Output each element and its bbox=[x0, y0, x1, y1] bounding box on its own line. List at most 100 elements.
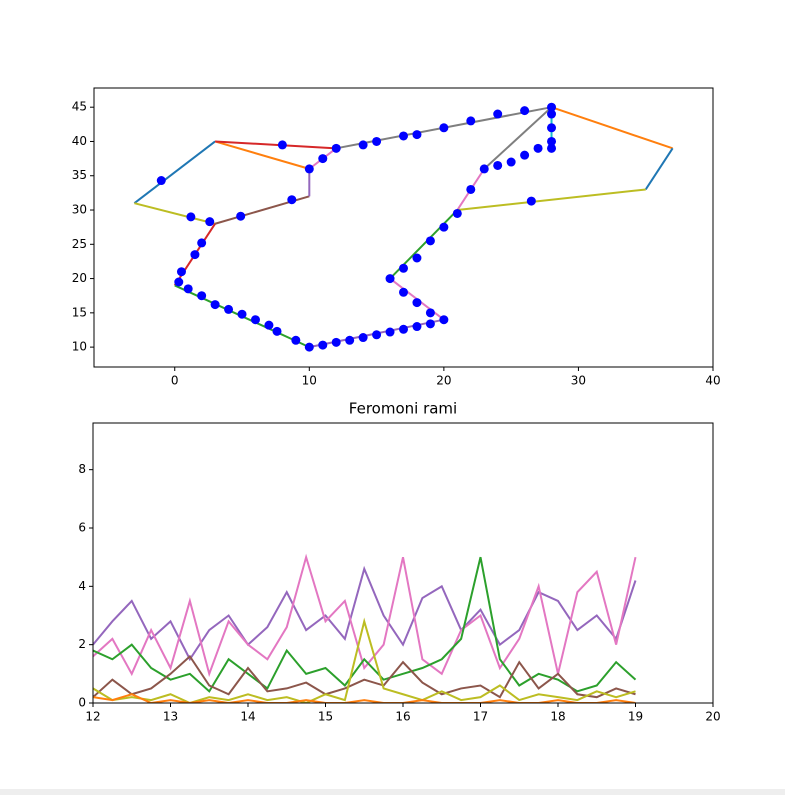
x-tick-label: 30 bbox=[571, 374, 586, 388]
plot-area bbox=[133, 102, 674, 352]
scatter-point bbox=[399, 131, 408, 141]
scatter-point bbox=[547, 136, 557, 146]
series-line bbox=[214, 140, 310, 170]
scatter-point bbox=[439, 315, 449, 325]
scatter-point bbox=[156, 176, 166, 186]
scatter-point bbox=[479, 164, 489, 174]
scatter-point bbox=[372, 136, 382, 146]
scatter-point bbox=[331, 337, 341, 347]
scatter-point bbox=[493, 160, 503, 170]
scatter-point bbox=[174, 277, 184, 287]
scatter-point bbox=[197, 238, 207, 248]
scatter-point bbox=[318, 154, 328, 164]
y-tick-label: 40 bbox=[72, 134, 87, 148]
series-line bbox=[93, 654, 636, 699]
axes: 0 10 20 30 40 10 15 20 25 30 35 40 45 bbox=[72, 87, 721, 388]
scatter-point bbox=[466, 116, 476, 126]
x-tick-label: 10 bbox=[302, 374, 317, 388]
scatter-point bbox=[412, 130, 422, 140]
scatter-point bbox=[197, 291, 207, 301]
axes-frame bbox=[92, 422, 714, 704]
scatter-point bbox=[412, 322, 422, 332]
y-tick-label: 2 bbox=[78, 637, 86, 651]
scatter-point bbox=[237, 309, 247, 319]
scatter-point bbox=[526, 196, 536, 206]
scatter-point bbox=[466, 184, 476, 194]
y-tick-label: 35 bbox=[72, 168, 87, 182]
y-tick-label: 25 bbox=[72, 237, 87, 251]
scatter-point bbox=[425, 236, 435, 246]
scatter-point bbox=[304, 164, 314, 174]
scatter-point bbox=[272, 326, 282, 336]
series-line bbox=[483, 106, 553, 170]
x-tick-label: 40 bbox=[705, 374, 720, 388]
scatter-point bbox=[399, 263, 408, 273]
scatter-point bbox=[547, 143, 557, 153]
y-tick-label: 15 bbox=[72, 305, 87, 319]
axes-frame bbox=[93, 87, 714, 368]
series-line bbox=[93, 617, 636, 703]
scatter-point bbox=[439, 222, 449, 232]
axes: Feromoni rami 12 13 14 15 16 17 18 19 20 0 2 4 6 8 bbox=[78, 400, 720, 724]
scatter-point bbox=[277, 140, 287, 150]
scatter-point bbox=[304, 342, 314, 352]
y-tick-label: 10 bbox=[72, 340, 87, 354]
scatter-point bbox=[520, 106, 530, 116]
scatter-point bbox=[205, 217, 215, 227]
series-line bbox=[93, 556, 637, 693]
scatter-point bbox=[287, 195, 297, 205]
y-tick-label: 8 bbox=[78, 462, 86, 476]
y-tick-label: 0 bbox=[78, 696, 86, 710]
scatter-point bbox=[547, 123, 557, 133]
x-tick-label: 17 bbox=[473, 710, 488, 724]
y-tick-label: 45 bbox=[72, 100, 87, 114]
x-tick-label: 12 bbox=[85, 710, 100, 724]
series-line bbox=[133, 140, 216, 204]
scatter-point bbox=[186, 212, 196, 222]
scatter-point bbox=[176, 267, 186, 277]
plot-area bbox=[93, 553, 637, 703]
scatter-point bbox=[345, 335, 355, 345]
scatter-point bbox=[425, 319, 435, 329]
scatter-point bbox=[533, 143, 543, 153]
scatter-point bbox=[439, 123, 449, 133]
x-tick-label: 20 bbox=[436, 374, 451, 388]
scatter-point bbox=[224, 304, 234, 314]
scatter-point bbox=[506, 157, 516, 167]
scatter-point bbox=[358, 140, 368, 150]
scatter-point bbox=[547, 102, 557, 112]
series-line bbox=[93, 565, 637, 662]
scatter-point bbox=[412, 298, 422, 308]
bottom-strip bbox=[0, 789, 785, 795]
scatter-point bbox=[493, 109, 503, 119]
x-tick-label: 19 bbox=[628, 710, 643, 724]
y-tick-label: 30 bbox=[72, 203, 87, 217]
scatter-point bbox=[236, 211, 246, 221]
scatter-point bbox=[291, 335, 301, 345]
y-tick-label: 6 bbox=[78, 521, 86, 535]
scatter-point bbox=[372, 330, 382, 340]
scatter-point bbox=[547, 109, 557, 119]
scatter-point bbox=[331, 143, 341, 153]
series-line bbox=[93, 553, 637, 678]
chart-title: Feromoni rami bbox=[349, 400, 457, 418]
scatter-point bbox=[520, 150, 530, 160]
x-tick-label: 18 bbox=[550, 710, 565, 724]
series-line bbox=[457, 188, 646, 212]
x-tick-label: 14 bbox=[240, 710, 255, 724]
x-tick-label: 0 bbox=[171, 374, 179, 388]
scatter-point bbox=[358, 333, 368, 343]
y-tick-label: 20 bbox=[72, 271, 87, 285]
series-line bbox=[215, 140, 337, 150]
scatter-point bbox=[399, 287, 408, 297]
series-line bbox=[551, 106, 673, 150]
scatter-point bbox=[210, 300, 220, 310]
series-line bbox=[644, 147, 674, 191]
x-tick-label: 20 bbox=[705, 710, 720, 724]
scatter-point bbox=[452, 208, 462, 218]
scatter-point bbox=[264, 320, 274, 330]
scatter-point bbox=[190, 250, 200, 260]
scatter-point bbox=[399, 324, 408, 334]
x-tick-label: 15 bbox=[318, 710, 333, 724]
series-line bbox=[93, 693, 636, 703]
